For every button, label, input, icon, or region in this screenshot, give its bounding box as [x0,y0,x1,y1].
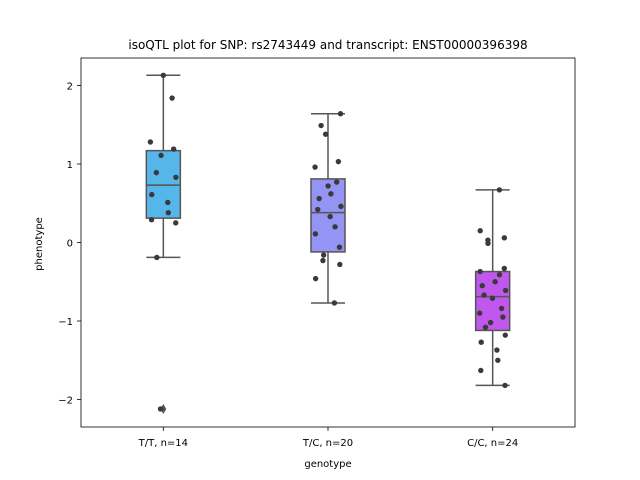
data-point [496,187,503,193]
data-point [335,158,342,165]
data-point [501,265,508,272]
data-point [160,72,167,78]
y-tick-label: 1 [67,160,73,171]
data-point [338,203,344,210]
y-tick-label: −1 [58,317,73,328]
data-point [494,347,500,353]
data-point [489,295,496,301]
data-point [336,244,343,250]
data-point [498,305,505,312]
data-point [501,235,508,241]
data-point [165,209,171,216]
data-point [316,195,322,202]
data-point [170,146,177,152]
data-point [148,217,155,223]
y-tick-label: 0 [67,239,73,250]
plot-area: T/T, n=14 T/C, n=20 C/C, n=24 2 1 0 −1 −2 [58,57,576,449]
x-tick-label: C/C, n=24 [467,438,518,449]
data-point [320,252,327,258]
data-point [312,275,319,282]
data-point [495,357,501,363]
data-point [328,191,334,197]
chart-title: isoQTL plot for SNP: rs2743449 and trans… [128,38,527,52]
data-point [337,111,344,117]
data-point [502,382,508,389]
data-point [154,254,160,261]
data-point [487,319,494,326]
data-point [485,240,491,246]
data-point [500,314,506,320]
data-point [477,228,483,234]
data-point [478,339,484,345]
data-point [502,287,509,294]
data-point [334,179,340,185]
data-point [147,139,154,145]
data-point [327,213,333,220]
data-point [482,324,489,330]
data-point [173,174,179,181]
data-point [173,220,179,226]
y-tick-label: −2 [58,396,73,407]
x-axis-label: genotype [304,459,351,470]
data-point [169,95,175,101]
data-point [476,310,483,316]
plot-frame [80,57,576,428]
data-point [320,257,326,264]
data-point [322,131,329,137]
data-point [496,271,503,278]
y-axis-label: phenotype [34,217,45,271]
data-point [477,268,483,275]
data-point [149,191,155,198]
outlier-marker [160,403,167,414]
data-point [312,231,319,237]
data-point [315,206,321,213]
data-point [318,122,324,129]
y-tick-label: 2 [67,81,73,92]
data-point [478,367,484,374]
data-point [479,282,485,289]
x-tick-label: T/T, n=14 [138,438,188,449]
data-point [312,164,318,170]
data-point [337,261,343,268]
data-point [165,199,171,206]
box-1 [145,149,182,219]
x-tick-label: T/C, n=20 [302,438,353,449]
data-point [325,183,331,189]
data-point [157,406,164,412]
data-point [158,152,164,159]
data-point [492,279,498,285]
data-point [153,169,160,176]
data-point [332,224,338,230]
data-point [481,292,487,298]
data-point [331,300,338,306]
data-point [502,332,508,338]
